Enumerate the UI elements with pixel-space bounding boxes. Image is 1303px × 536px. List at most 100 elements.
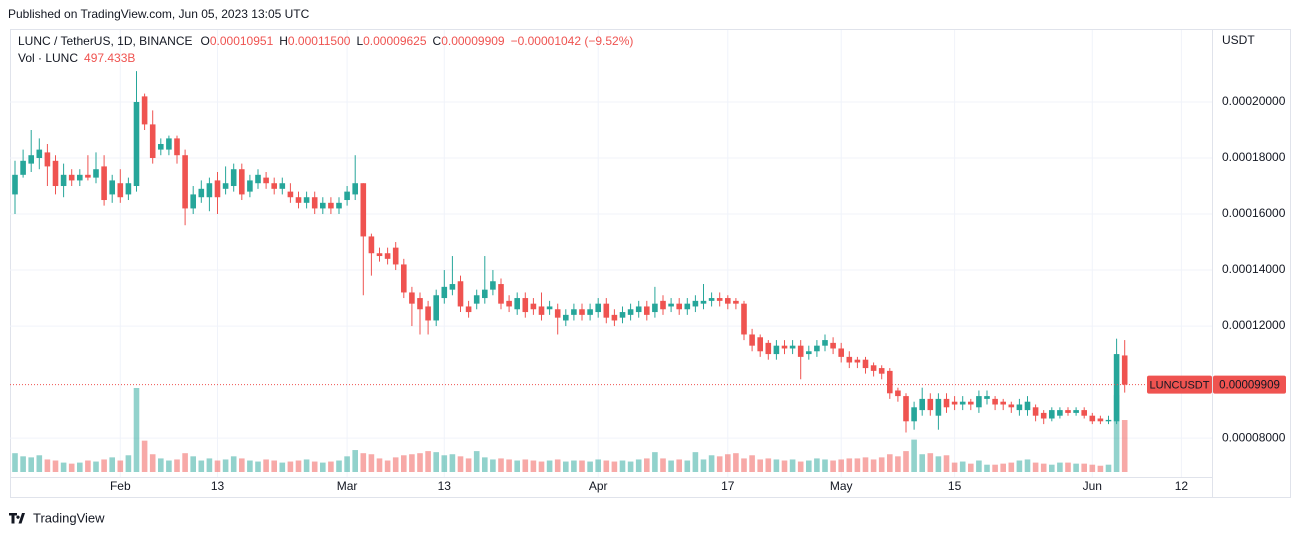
candle-body [498,284,504,304]
volume-bar [482,457,488,472]
volume-bar [125,455,132,472]
volume-bar [417,453,423,472]
candle-body [368,236,375,254]
candle-body [619,312,626,318]
volume-bar [887,454,893,472]
volume-value: 497.433B [84,51,135,65]
volume-bar [198,460,205,472]
candle-body [992,398,998,405]
volume-bar [984,464,990,472]
candle-body [101,166,107,201]
volume-bar [708,455,715,472]
candle-body [530,303,537,310]
candle-body [635,306,642,313]
volume-bar [1113,395,1120,472]
volume-bar [1065,462,1071,472]
candle-body [652,303,658,313]
candle-body [611,314,618,321]
candle-layer [12,71,1128,433]
y-tick-label: 0.00008000 [1222,430,1286,444]
candle-body [554,309,561,318]
candle-body [206,183,213,198]
volume-bar [384,460,391,472]
volume-bar [514,460,520,472]
candle-body [20,160,26,175]
candle-body [919,398,925,411]
candle-body [878,368,885,374]
candle-body [344,191,350,201]
volume-bar [773,459,780,472]
candle-body [247,180,253,192]
volume-bar [789,459,796,472]
candle-body [733,300,739,304]
volume-bar [368,454,375,472]
volume-bar [741,458,747,472]
candle-body [1057,410,1063,416]
volume-bar [44,459,51,472]
volume-bar [1105,464,1112,472]
candle-body [514,298,520,310]
volume-bar [433,452,439,472]
candle-body [927,398,934,411]
volume-bar [279,462,286,472]
candle-body [546,306,553,310]
volume-bar [619,460,626,472]
candle-body [473,295,480,304]
volume-bar [239,458,245,472]
grid: 0.00008000 0.00012000 0.00014000 0.00016000… [10,30,1286,493]
y-tick-label: 0.00016000 [1222,206,1286,220]
volume-bar [927,453,934,472]
volume-bar [182,453,188,472]
legend-label: L [356,34,363,48]
x-tick-label: 12 [1175,479,1189,493]
x-tick-label: Feb [110,479,131,493]
volume-bar [206,458,213,472]
volume-bar [951,462,958,472]
volume-bar [911,439,917,472]
candle-body [255,174,261,184]
candle-body [328,202,334,209]
volume-bar [311,461,318,472]
candle-body [93,169,99,178]
candle-body [190,194,196,209]
volume-bar [587,461,593,472]
candle-body [68,174,75,181]
volume-bar [652,452,658,472]
candle-body [1081,410,1087,416]
candle-body [660,300,666,310]
candle-body [943,398,950,408]
volume-bar [530,460,537,472]
candle-body [538,306,545,315]
candle-body [895,390,901,397]
x-tick-label: 13 [211,479,225,493]
volume-layer [12,388,1128,472]
symbol-tag-label: LUNCUSDT [1150,380,1210,392]
candle-body [522,298,529,313]
volume-bar [1097,465,1104,472]
volume-bar [117,460,124,472]
candle-body [60,174,67,187]
candle-body [271,183,277,189]
candle-body [133,101,140,187]
volume-bar [295,460,302,472]
candle-body [1105,419,1112,422]
volume-bar [627,461,634,472]
volume-bar [571,460,577,472]
volume-bar [255,461,261,472]
volume-bar [93,461,99,472]
volume-bar [166,460,172,472]
volume-bar [757,459,763,472]
volume-bar [1000,463,1006,472]
volume-bar [1049,464,1055,472]
volume-bar [919,454,925,472]
candle-body [465,306,472,313]
x-tick-label: 13 [438,479,452,493]
candle-body [1032,407,1039,416]
volume-bar [336,460,342,472]
volume-bar [595,459,601,472]
candle-body [1065,410,1071,413]
candle-body [482,289,488,299]
candle-body [903,396,909,422]
volume-bar [133,388,140,472]
volume-bar [230,456,237,472]
